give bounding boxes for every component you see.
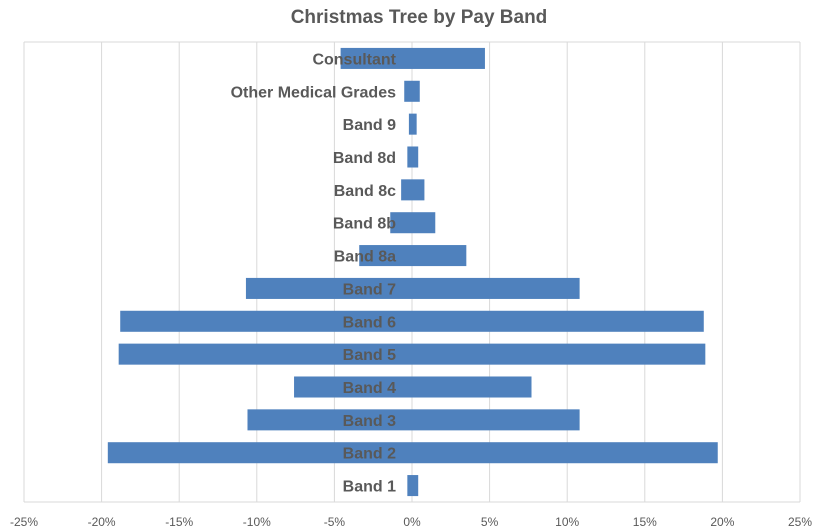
x-tick-label: -15% [165,515,193,529]
x-tick-label: 25% [788,515,812,529]
chart-title: Christmas Tree by Pay Band [291,7,548,28]
category-label: Band 8d [333,150,396,167]
x-tick-labels: -25% -20% -15% -10% -5% 0% 5% 10% 15% 20% 25% [10,515,812,529]
bar-right-band-3 [412,409,580,431]
bar-left-band-6 [120,310,412,332]
bar-left-band-8a [359,245,412,267]
category-label: Band 6 [343,314,396,331]
bar-left-band-5 [118,343,412,365]
bar-left-band-8c [401,179,412,201]
bar-left-band-8b [390,212,412,234]
bars [107,47,718,497]
bar-left-band-8d [407,146,412,168]
x-tick-label: 5% [481,515,499,529]
category-label: Band 8b [333,216,396,233]
bar-right-band-4 [412,376,532,398]
bar-left-band-2 [107,442,413,464]
x-tick-label: 20% [710,515,734,529]
bar-right-band-8a [412,245,467,267]
x-tick-label: -25% [10,515,38,529]
bar-right-band-1 [412,475,419,497]
bar-right-band-6 [412,310,704,332]
x-tick-label: 10% [555,515,579,529]
category-label: Band 1 [343,479,396,496]
bar-right-band-8c [412,179,425,201]
category-label: Band 9 [343,117,396,134]
x-tick-label: -10% [243,515,271,529]
bar-left-band-3 [247,409,412,431]
bar-left-other-medical-grades [404,80,412,102]
category-labels: Consultant Other Medical Grades Band 9 Band… [231,51,397,495]
category-label: Band 7 [343,281,396,298]
x-tick-label: 0% [403,515,421,529]
category-label: Band 4 [343,380,396,397]
category-label: Consultant [312,51,396,68]
bar-left-band-4 [294,376,412,398]
gridlines [23,41,801,503]
category-label: Band 3 [343,413,396,430]
category-label: Band 8c [334,183,396,200]
bar-left-consultant [340,47,412,69]
category-label: Band 2 [343,446,396,463]
category-label: Band 8a [334,249,396,266]
bar-right-band-9 [412,113,417,135]
x-tick-label: -5% [324,515,346,529]
bar-left-band-1 [407,475,412,497]
x-tick-label: -20% [88,515,116,529]
bar-right-consultant [412,47,485,69]
category-label: Other Medical Grades [231,84,396,101]
x-tick-label: 15% [633,515,657,529]
bar-right-band-7 [412,277,580,299]
bar-right-band-8b [412,212,436,234]
bar-right-band-8d [412,146,419,168]
bar-right-band-2 [412,442,718,464]
bar-left-band-7 [245,277,412,299]
bar-right-band-5 [412,343,706,365]
category-label: Band 5 [343,347,396,364]
bar-left-band-9 [408,113,412,135]
bar-right-other-medical-grades [412,80,420,102]
